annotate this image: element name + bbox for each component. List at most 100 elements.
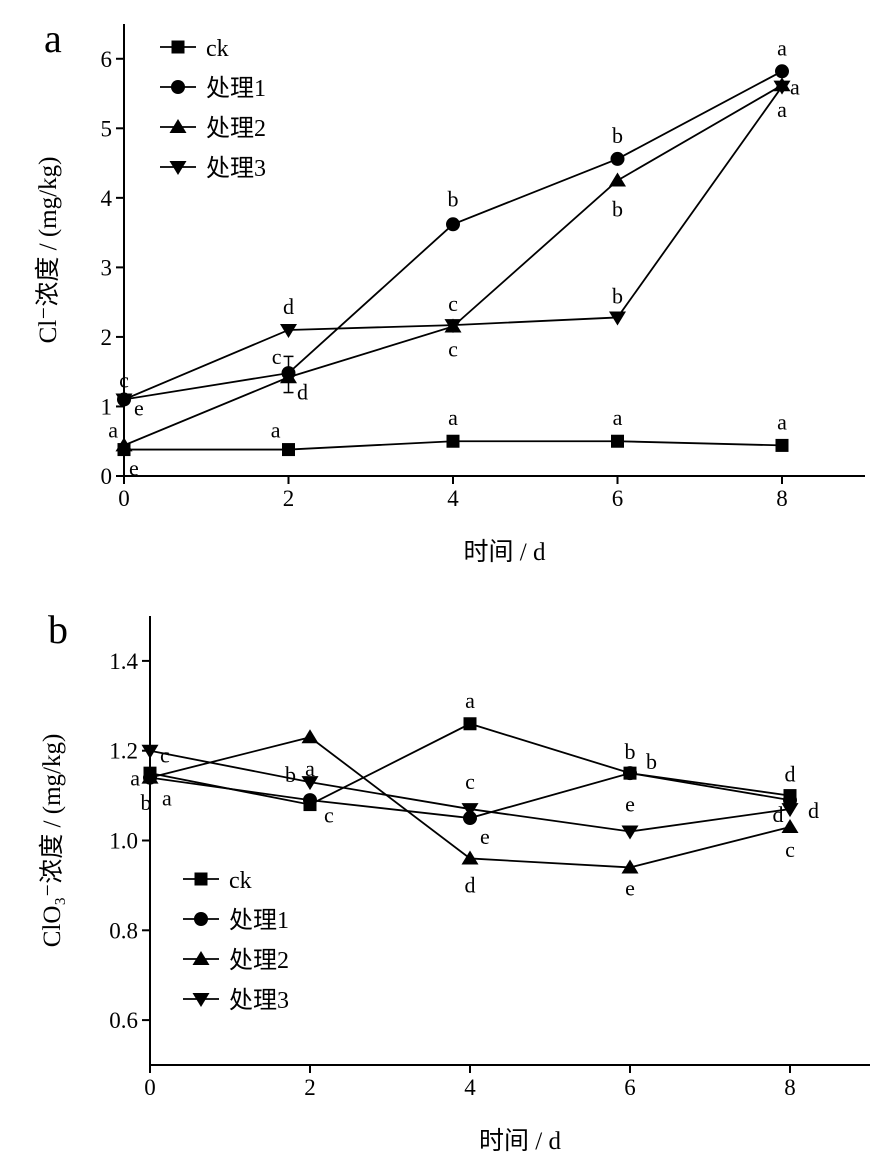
significance-label: a (108, 417, 118, 442)
x-tick-label: 6 (612, 486, 624, 511)
significance-label: c (448, 291, 458, 316)
y-tick-label: 1.4 (109, 649, 138, 674)
significance-label: c (324, 803, 334, 828)
significance-label: d (785, 762, 796, 787)
significance-label: d (283, 294, 294, 319)
panel-label: a (44, 16, 62, 61)
significance-label: d (297, 379, 308, 404)
legend-entry: 处理2 (229, 947, 289, 974)
y-tick-label: 1 (101, 394, 113, 419)
significance-label: b (141, 790, 152, 815)
series-3 (115, 80, 791, 408)
legend-marker (192, 993, 210, 1007)
data-point (623, 766, 637, 781)
legend-marker (171, 40, 185, 54)
significance-label: d (808, 798, 819, 823)
significance-label: b (612, 196, 623, 221)
data-point (303, 793, 317, 808)
significance-label: a (777, 97, 787, 122)
data-point (282, 443, 295, 457)
significance-label: e (134, 396, 144, 421)
significance-label: e (625, 875, 635, 900)
data-point (611, 434, 624, 448)
data-point (461, 803, 479, 818)
data-point (610, 151, 625, 166)
significance-label: a (777, 409, 787, 434)
legend-marker (194, 912, 208, 926)
legend-entry: 处理3 (229, 987, 289, 1014)
legend-entry: ck (229, 868, 252, 894)
x-tick-label: 8 (784, 1075, 796, 1100)
x-tick-label: 4 (464, 1075, 476, 1100)
legend-entry: 处理1 (229, 907, 289, 934)
significance-label: a (613, 405, 623, 430)
significance-label: c (785, 837, 795, 862)
legend-marker (171, 80, 185, 94)
y-axis-title: Cl⁻浓度 / (mg/kg) (34, 157, 62, 344)
data-point (444, 319, 462, 334)
series-3 (141, 744, 799, 840)
significance-label: c (448, 336, 458, 361)
significance-label: b (646, 749, 657, 774)
legend-marker (192, 951, 210, 965)
legend-entry: ck (206, 36, 229, 62)
data-point (775, 438, 789, 452)
panel-label: b (48, 607, 68, 652)
significance-label: e (480, 824, 490, 849)
y-axis-title: ClO₃⁻浓度 / (mg/kg) (38, 734, 66, 948)
significance-label: b (625, 739, 636, 764)
significance-label: e (625, 792, 635, 817)
legend-entry: 处理3 (206, 155, 266, 182)
data-point (773, 80, 791, 95)
y-tick-label: 2 (101, 325, 113, 350)
data-point (621, 825, 639, 840)
x-axis-title: 时间 / d (479, 1127, 561, 1155)
x-tick-label: 8 (776, 486, 788, 511)
data-point (463, 811, 477, 826)
series-0 (143, 717, 797, 812)
data-point (461, 850, 479, 865)
x-tick-label: 2 (304, 1075, 316, 1100)
y-tick-label: 4 (101, 186, 113, 211)
y-tick-label: 1.0 (109, 829, 138, 854)
y-tick-label: 0.8 (109, 918, 138, 943)
series-2 (141, 729, 799, 874)
significance-label: b (612, 123, 623, 148)
significance-label: a (448, 405, 458, 430)
data-point (609, 172, 626, 187)
data-point (115, 393, 133, 408)
significance-label: c (272, 344, 282, 369)
significance-label: c (119, 368, 129, 393)
legend-marker (169, 119, 187, 133)
data-point (446, 217, 460, 232)
legend-marker (169, 161, 187, 175)
significance-label: a (777, 35, 787, 60)
x-tick-label: 0 (144, 1075, 156, 1100)
x-tick-label: 4 (447, 486, 459, 511)
significance-label: a (130, 766, 140, 791)
significance-label: c (465, 769, 475, 794)
x-tick-label: 2 (283, 486, 295, 511)
significance-label: d (465, 872, 476, 897)
x-tick-label: 0 (118, 486, 130, 511)
x-axis-title: 时间 / d (464, 538, 546, 566)
x-tick-label: 6 (624, 1075, 636, 1100)
data-point (609, 311, 626, 326)
legend-entry: 处理1 (206, 75, 266, 102)
series-1 (143, 766, 797, 826)
series-0 (117, 434, 789, 457)
data-point (115, 437, 133, 452)
legend-marker (194, 872, 208, 886)
significance-label: e (129, 456, 139, 481)
y-tick-label: 5 (101, 116, 113, 141)
data-point (781, 819, 799, 834)
data-point (781, 803, 799, 818)
legend-entry: 处理2 (206, 115, 266, 142)
y-tick-label: 0.6 (109, 1008, 138, 1033)
data-point (621, 859, 639, 874)
data-point (463, 717, 477, 731)
data-point (301, 729, 319, 744)
significance-label: a (305, 756, 315, 781)
data-point (280, 323, 297, 338)
